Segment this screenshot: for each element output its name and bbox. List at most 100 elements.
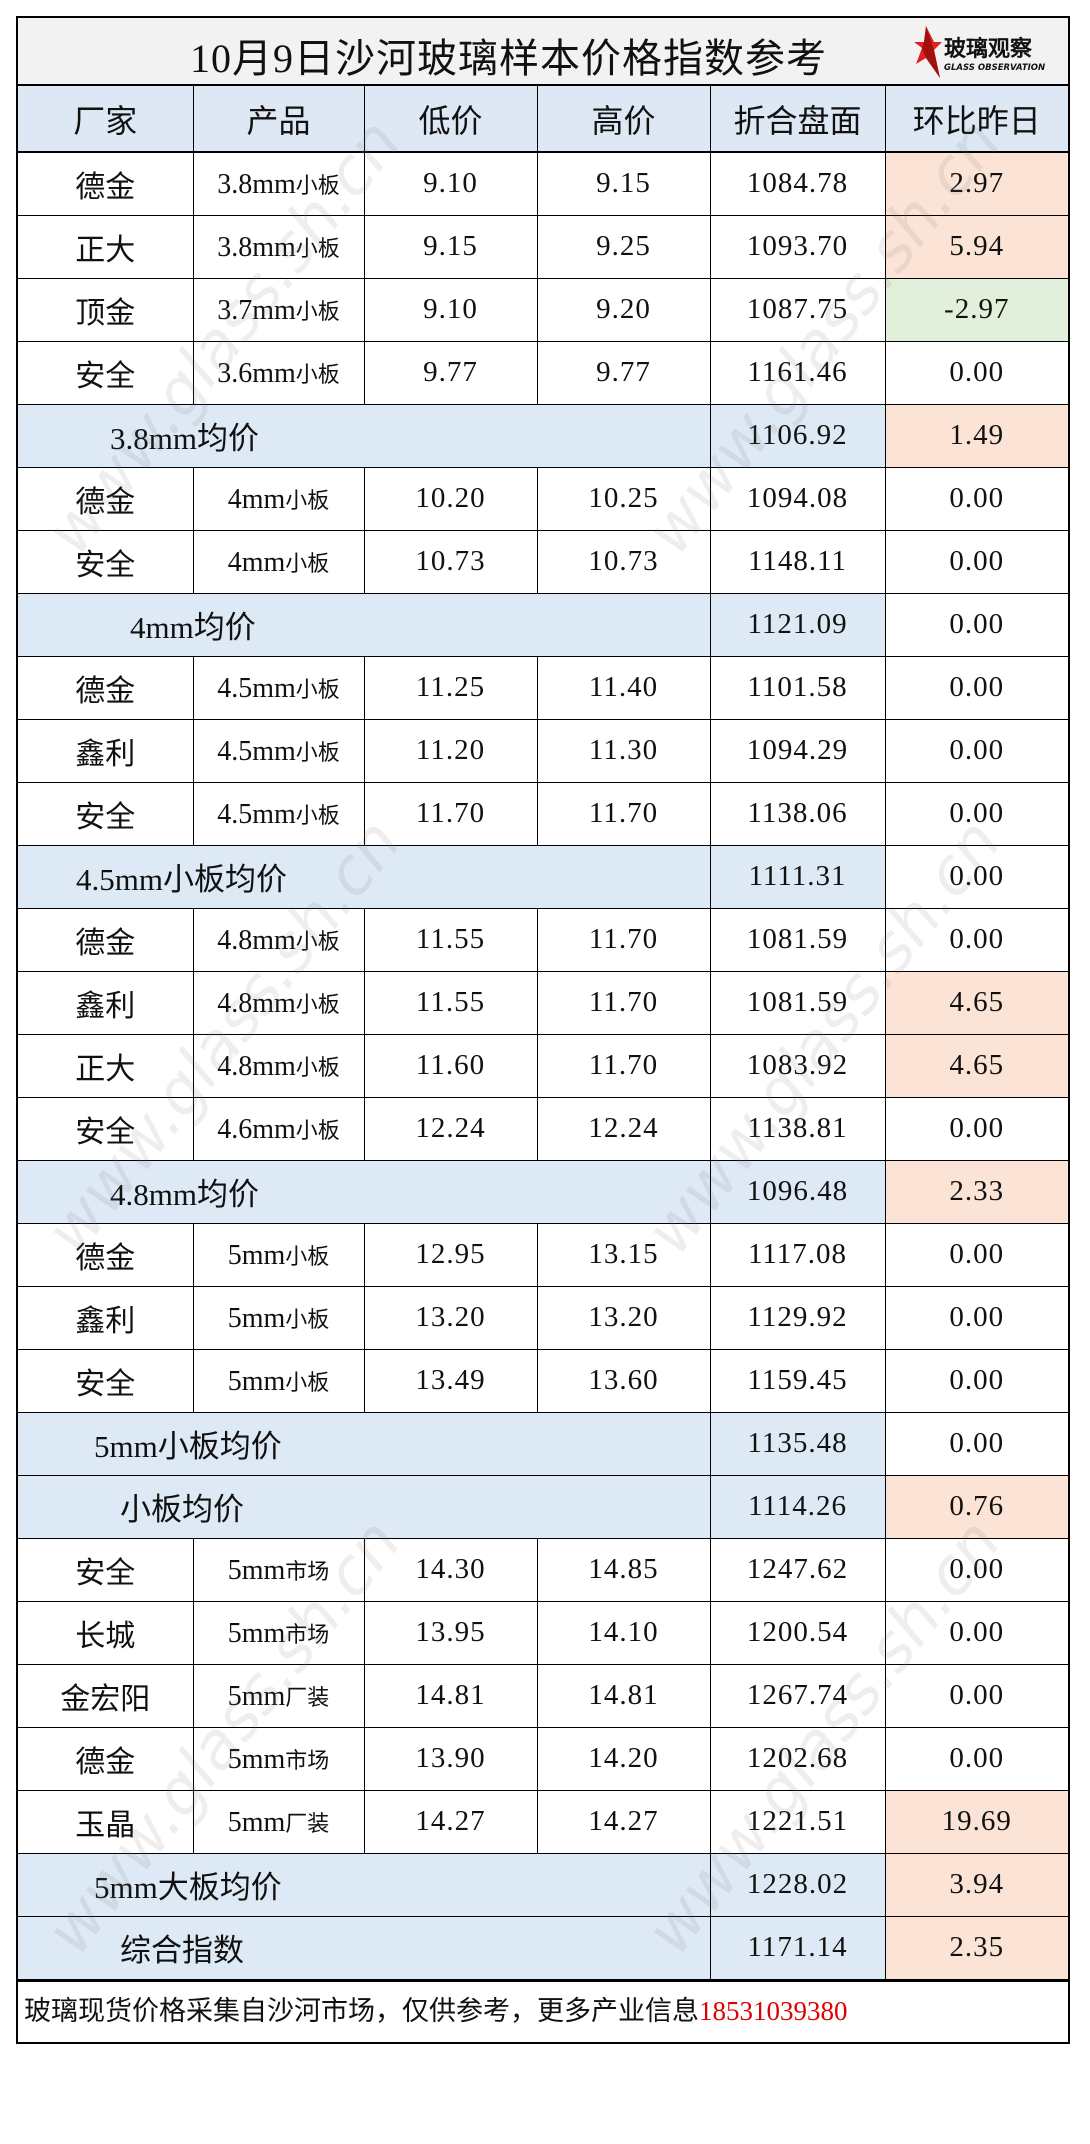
footer-note: 玻璃现货价格采集自沙河市场，仅供参考，更多产业信息18531039380 xyxy=(18,1979,1068,2042)
low-price-cell: 10.20 xyxy=(363,466,538,531)
index-cell: 1200.54 xyxy=(709,1600,886,1665)
table-row: 长城 5mm市场 13.95 14.10 1200.54 0.00 xyxy=(18,1600,1068,1665)
product-cell: 5mm小板 xyxy=(192,1222,365,1287)
low-price-cell: 13.95 xyxy=(363,1600,538,1665)
index-cell: 1087.75 xyxy=(709,277,886,342)
product-type: 厂装 xyxy=(285,1810,330,1836)
average-row: 小板均价 1114.26 0.76 xyxy=(18,1474,1068,1539)
maker-cell: 金宏阳 xyxy=(18,1663,194,1728)
maker-cell: 安全 xyxy=(18,1348,194,1413)
average-label: 5mm小板均价 xyxy=(18,1411,711,1476)
product-type: 小板 xyxy=(295,298,340,324)
change-cell: 3.94 xyxy=(884,1852,1068,1917)
index-cell: 1202.68 xyxy=(709,1726,886,1791)
change-cell: 0.00 xyxy=(884,655,1068,720)
change-cell: 0.00 xyxy=(884,466,1068,531)
index-cell: 1135.48 xyxy=(709,1411,886,1476)
footer-phone: 18531039380 xyxy=(699,1995,848,2026)
product-cell: 4.6mm小板 xyxy=(192,1096,365,1161)
table-row: 金宏阳 5mm厂装 14.81 14.81 1267.74 0.00 xyxy=(18,1663,1068,1728)
high-price-cell: 11.70 xyxy=(536,907,711,972)
table-header-row: 厂家 产品 低价 高价 折合盘面 环比昨日 xyxy=(18,86,1068,153)
change-cell: 2.97 xyxy=(884,152,1068,216)
maker-cell: 德金 xyxy=(18,655,194,720)
col-header-change: 环比昨日 xyxy=(884,86,1068,153)
product-cell: 4.8mm小板 xyxy=(192,1033,365,1098)
maker-cell: 德金 xyxy=(18,1726,194,1791)
change-cell: 0.00 xyxy=(884,1222,1068,1287)
product-size: 4mm xyxy=(227,483,286,515)
high-price-cell: 13.20 xyxy=(536,1285,711,1350)
change-cell: 0.00 xyxy=(884,1348,1068,1413)
low-price-cell: 14.81 xyxy=(363,1663,538,1728)
table-row: 安全 4mm小板 10.73 10.73 1148.11 0.00 xyxy=(18,529,1068,594)
high-price-cell: 13.60 xyxy=(536,1348,711,1413)
maker-cell: 德金 xyxy=(18,466,194,531)
table-row: 德金 4.5mm小板 11.25 11.40 1101.58 0.00 xyxy=(18,655,1068,720)
table-row: 德金 5mm小板 12.95 13.15 1117.08 0.00 xyxy=(18,1222,1068,1287)
low-price-cell: 12.95 xyxy=(363,1222,538,1287)
product-type: 小板 xyxy=(285,487,330,513)
product-size: 4.8mm xyxy=(217,1050,296,1082)
product-type: 小板 xyxy=(295,991,340,1017)
glass-observation-logo: 玻璃观察 GLASS OBSERVATION xyxy=(914,26,1045,78)
svg-text:玻璃观察: 玻璃观察 xyxy=(944,36,1033,62)
index-cell: 1129.92 xyxy=(709,1285,886,1350)
table-row: 德金 4.8mm小板 11.55 11.70 1081.59 0.00 xyxy=(18,907,1068,972)
table-row: 安全 4.5mm小板 11.70 11.70 1138.06 0.00 xyxy=(18,781,1068,846)
product-size: 4.8mm xyxy=(217,987,296,1019)
index-cell: 1081.59 xyxy=(709,907,886,972)
col-header-low-price: 低价 xyxy=(363,86,538,153)
average-row: 5mm大板均价 1228.02 3.94 xyxy=(18,1852,1068,1917)
maker-cell: 德金 xyxy=(18,1222,194,1287)
average-label: 4mm均价 xyxy=(18,592,711,657)
page-title: 10月9日沙河玻璃样本价格指数参考 xyxy=(190,36,827,81)
product-size: 5mm xyxy=(227,1239,286,1271)
product-size: 5mm xyxy=(227,1302,286,1334)
product-cell: 3.6mm小板 xyxy=(192,340,365,405)
change-cell: 19.69 xyxy=(884,1789,1068,1854)
index-cell: 1093.70 xyxy=(709,214,886,279)
price-index-sheet: 10月9日沙河玻璃样本价格指数参考 玻璃观察 GLASS OBSERVATION… xyxy=(16,16,1070,2044)
index-cell: 1117.08 xyxy=(709,1222,886,1287)
footer-text: 玻璃现货价格采集自沙河市场，仅供参考，更多产业信息 xyxy=(24,1995,699,2026)
product-type: 小板 xyxy=(295,235,340,261)
product-cell: 5mm市场 xyxy=(192,1537,365,1602)
table-row: 顶金 3.7mm小板 9.10 9.20 1087.75 -2.97 xyxy=(18,277,1068,342)
product-type: 小板 xyxy=(295,361,340,387)
high-price-cell: 9.25 xyxy=(536,214,711,279)
change-cell: 0.00 xyxy=(884,1411,1068,1476)
high-price-cell: 9.15 xyxy=(536,152,711,216)
index-cell: 1247.62 xyxy=(709,1537,886,1602)
product-size: 4.5mm xyxy=(217,798,296,830)
index-cell: 1081.59 xyxy=(709,970,886,1035)
index-cell: 1083.92 xyxy=(709,1033,886,1098)
low-price-cell: 11.60 xyxy=(363,1033,538,1098)
index-cell: 1138.06 xyxy=(709,781,886,846)
table-row: 鑫利 4.8mm小板 11.55 11.70 1081.59 4.65 xyxy=(18,970,1068,1035)
high-price-cell: 11.40 xyxy=(536,655,711,720)
index-cell: 1084.78 xyxy=(709,152,886,216)
maker-cell: 安全 xyxy=(18,340,194,405)
product-cell: 3.7mm小板 xyxy=(192,277,365,342)
product-type: 厂装 xyxy=(285,1684,330,1710)
product-size: 5mm xyxy=(227,1743,286,1775)
maker-cell: 安全 xyxy=(18,1537,194,1602)
change-cell: 2.33 xyxy=(884,1159,1068,1224)
high-price-cell: 14.27 xyxy=(536,1789,711,1854)
col-header-maker: 厂家 xyxy=(18,86,194,153)
table-row: 正大 4.8mm小板 11.60 11.70 1083.92 4.65 xyxy=(18,1033,1068,1098)
product-cell: 4.5mm小板 xyxy=(192,655,365,720)
low-price-cell: 9.15 xyxy=(363,214,538,279)
index-cell: 1094.08 xyxy=(709,466,886,531)
high-price-cell: 9.20 xyxy=(536,277,711,342)
product-size: 5mm xyxy=(227,1680,286,1712)
change-cell: 0.00 xyxy=(884,781,1068,846)
maker-cell: 顶金 xyxy=(18,277,194,342)
high-price-cell: 9.77 xyxy=(536,340,711,405)
maker-cell: 玉晶 xyxy=(18,1789,194,1854)
high-price-cell: 14.20 xyxy=(536,1726,711,1791)
table-row: 玉晶 5mm厂装 14.27 14.27 1221.51 19.69 xyxy=(18,1789,1068,1854)
index-cell: 1148.11 xyxy=(709,529,886,594)
product-cell: 4mm小板 xyxy=(192,529,365,594)
